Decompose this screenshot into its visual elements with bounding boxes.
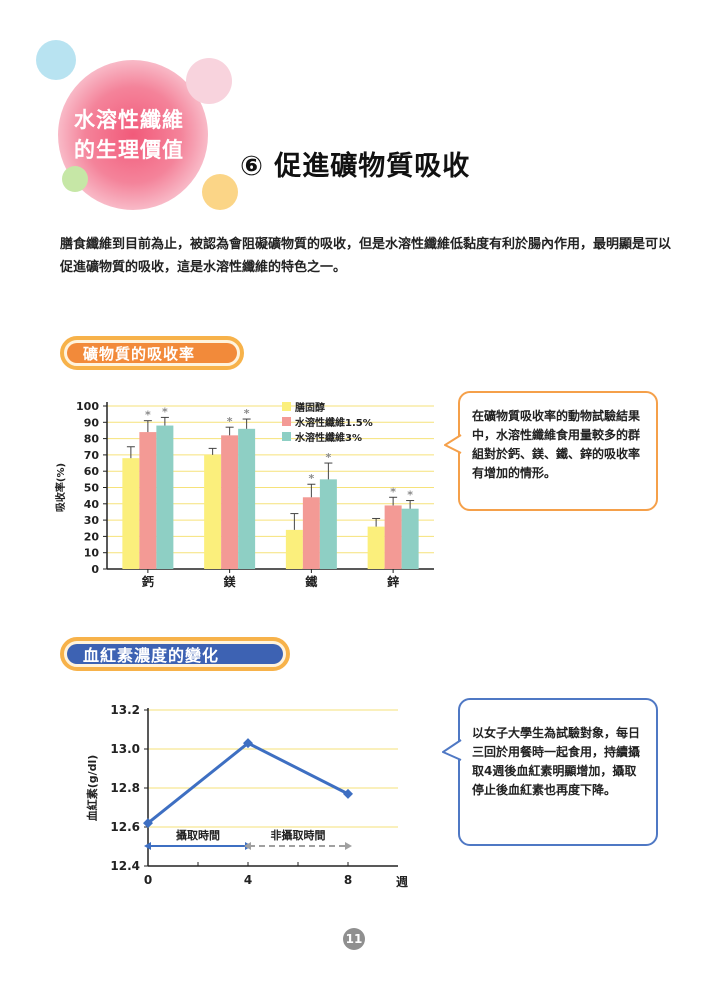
bar (156, 425, 174, 569)
x-tick-label: 0 (144, 873, 152, 887)
y-tick-label: 13.0 (110, 742, 140, 756)
y-tick-label: 13.2 (110, 703, 140, 717)
section-title: 礦物質的吸收率 (67, 343, 237, 363)
legend-swatch (282, 417, 291, 426)
significance-mark: * (227, 415, 233, 428)
bar (319, 479, 337, 569)
bar (139, 432, 157, 569)
data-point (343, 788, 353, 799)
x-tick-label: 8 (344, 873, 352, 887)
y-tick-label: 12.6 (110, 820, 140, 834)
callout-hemoglobin: 以女子大學生為試驗對象，每日三回於用餐時一起食用，持續攝取4週後血紅素明顯增加，… (442, 698, 658, 846)
y-axis-label: 血紅素(g/dl) (85, 755, 99, 822)
callout-text: 以女子大學生為試驗對象，每日三回於用餐時一起食用，持續攝取4週後血紅素明顯增加，… (472, 726, 641, 797)
section-header-hemoglobin: 血紅素濃度的變化 (60, 637, 290, 671)
legend-swatch (282, 432, 291, 441)
callout-pointer (442, 739, 462, 761)
legend-swatch (282, 402, 291, 411)
significance-mark: * (407, 489, 413, 502)
significance-mark: * (244, 407, 250, 420)
period-label: 非攝取時間 (271, 828, 326, 842)
decor-circle-yellow (202, 174, 238, 210)
x-tick-label: 鋅 (387, 574, 399, 589)
data-point (143, 818, 153, 829)
x-tick-label: 鐵 (305, 574, 317, 589)
page-number: 11 (343, 928, 365, 950)
callout-mineral-absorption: 在礦物質吸收率的動物試驗結果中，水溶性纖維食用量較多的群組對於鈣、鎂、鐵、鋅的吸… (444, 391, 658, 511)
decor-circle-pink (186, 58, 232, 104)
series-line (147, 741, 349, 825)
bar (204, 454, 222, 569)
bar (122, 458, 140, 569)
bar (302, 497, 320, 569)
y-tick-label: 20 (84, 530, 100, 543)
bar (401, 508, 419, 569)
period-arrow-head (144, 842, 151, 850)
decor-circle-blue (36, 40, 76, 80)
significance-mark: * (325, 451, 331, 464)
legend-label: 水溶性纖維3% (294, 431, 362, 444)
badge-title: 水溶性纖維的生理價值 (74, 108, 184, 162)
significance-mark: * (390, 485, 396, 498)
y-axis-label: 吸收率(%) (54, 463, 67, 512)
period-arrow-head (244, 842, 251, 850)
x-tick-label: 4 (244, 873, 252, 887)
bar (285, 529, 303, 569)
period-arrow-head (345, 842, 352, 850)
legend-label: 水溶性纖維1.5% (294, 416, 373, 429)
significance-mark: * (145, 409, 151, 422)
decor-circle-green (62, 166, 88, 192)
bar (238, 428, 256, 569)
period-label: 攝取時間 (176, 828, 220, 842)
significance-mark: * (308, 472, 314, 485)
section-title: 血紅素濃度的變化 (67, 644, 283, 665)
bar (384, 505, 402, 569)
x-tick-label: 鈣 (141, 574, 154, 589)
y-tick-label: 12.4 (110, 859, 140, 873)
y-tick-label: 40 (84, 498, 100, 511)
page-title: ⑥ 促進礦物質吸收 (240, 151, 471, 182)
y-tick-label: 0 (91, 563, 99, 576)
y-tick-label: 80 (84, 433, 100, 446)
callout-text: 在礦物質吸收率的動物試驗結果中，水溶性纖維食用量較多的群組對於鈣、鎂、鐵、鋅的吸… (472, 409, 641, 480)
hemoglobin-line-chart: 12.4 12.6 12.8 13.0 13.2 血紅素(g/dl) 0 4 8 週 攝取時間 非攝取… (85, 703, 408, 889)
y-tick-label: 10 (84, 547, 100, 560)
significance-mark: * (162, 405, 168, 418)
y-tick-label: 100 (76, 400, 99, 413)
y-tick-label: 30 (84, 514, 100, 527)
y-tick-label: 60 (84, 465, 100, 478)
intro-paragraph: 膳食纖維到目前為止，被認為會阻礙礦物質的吸收，但是水溶性纖維低黏度有利於腸內作用… (60, 237, 672, 275)
y-tick-label: 50 (84, 482, 100, 495)
x-axis-unit: 週 (396, 874, 408, 889)
mineral-absorption-bar-chart: 0 10 20 30 40 50 60 70 80 90 100 吸收率(%) 鈣 * * 鎂 * * 鐵 * * 鋅 * *… (54, 400, 434, 589)
y-tick-label: 12.8 (110, 781, 140, 795)
legend-label: 膳固醇 (295, 401, 325, 414)
callout-pointer (444, 434, 462, 454)
data-point (243, 738, 253, 749)
bar (221, 435, 239, 569)
y-tick-label: 70 (84, 449, 100, 462)
bar (367, 526, 385, 569)
x-tick-label: 鎂 (224, 574, 236, 589)
y-tick-label: 90 (84, 416, 100, 429)
section-header-mineral-absorption: 礦物質的吸收率 (60, 336, 244, 370)
